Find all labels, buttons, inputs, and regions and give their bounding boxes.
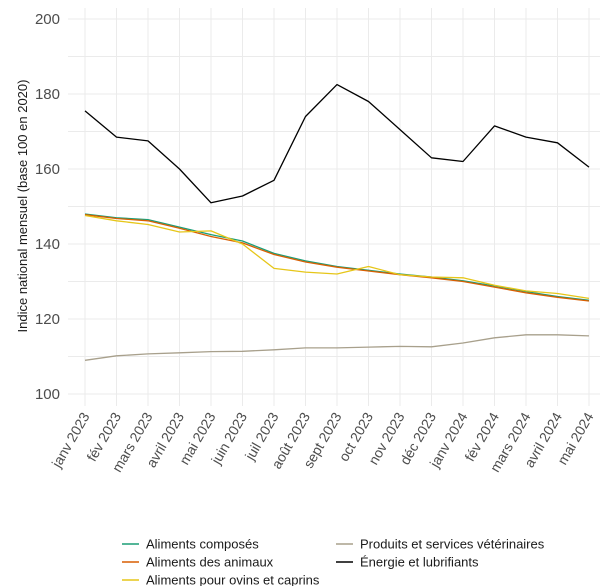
legend-label: Produits et services vétérinaires bbox=[360, 537, 545, 552]
legend: Aliments composés Aliments des animaux Ali… bbox=[122, 537, 545, 586]
y-tick-label: 140 bbox=[35, 236, 60, 253]
x-tick-label: janv 2023 bbox=[48, 409, 93, 471]
legend-label: Énergie et lubrifiants bbox=[360, 555, 479, 570]
y-axis-ticks: 100 120 140 160 180 200 bbox=[35, 11, 60, 403]
legend-label: Aliments pour ovins et caprins bbox=[146, 573, 320, 586]
y-tick-label: 160 bbox=[35, 161, 60, 178]
series-line bbox=[84, 334, 590, 361]
series-line bbox=[84, 214, 590, 300]
y-tick-label: 120 bbox=[35, 311, 60, 328]
series-line bbox=[84, 83, 590, 204]
series-lines bbox=[84, 83, 590, 361]
series-line bbox=[84, 214, 590, 302]
gridlines bbox=[68, 8, 600, 406]
legend-label: Aliments composés bbox=[146, 537, 259, 552]
y-axis-label: Indice national mensuel (base 100 en 202… bbox=[15, 80, 30, 333]
legend-label: Aliments des animaux bbox=[146, 555, 274, 570]
y-tick-label: 100 bbox=[35, 386, 60, 403]
y-tick-label: 200 bbox=[35, 11, 60, 28]
series-line bbox=[84, 213, 590, 301]
y-tick-label: 180 bbox=[35, 86, 60, 103]
